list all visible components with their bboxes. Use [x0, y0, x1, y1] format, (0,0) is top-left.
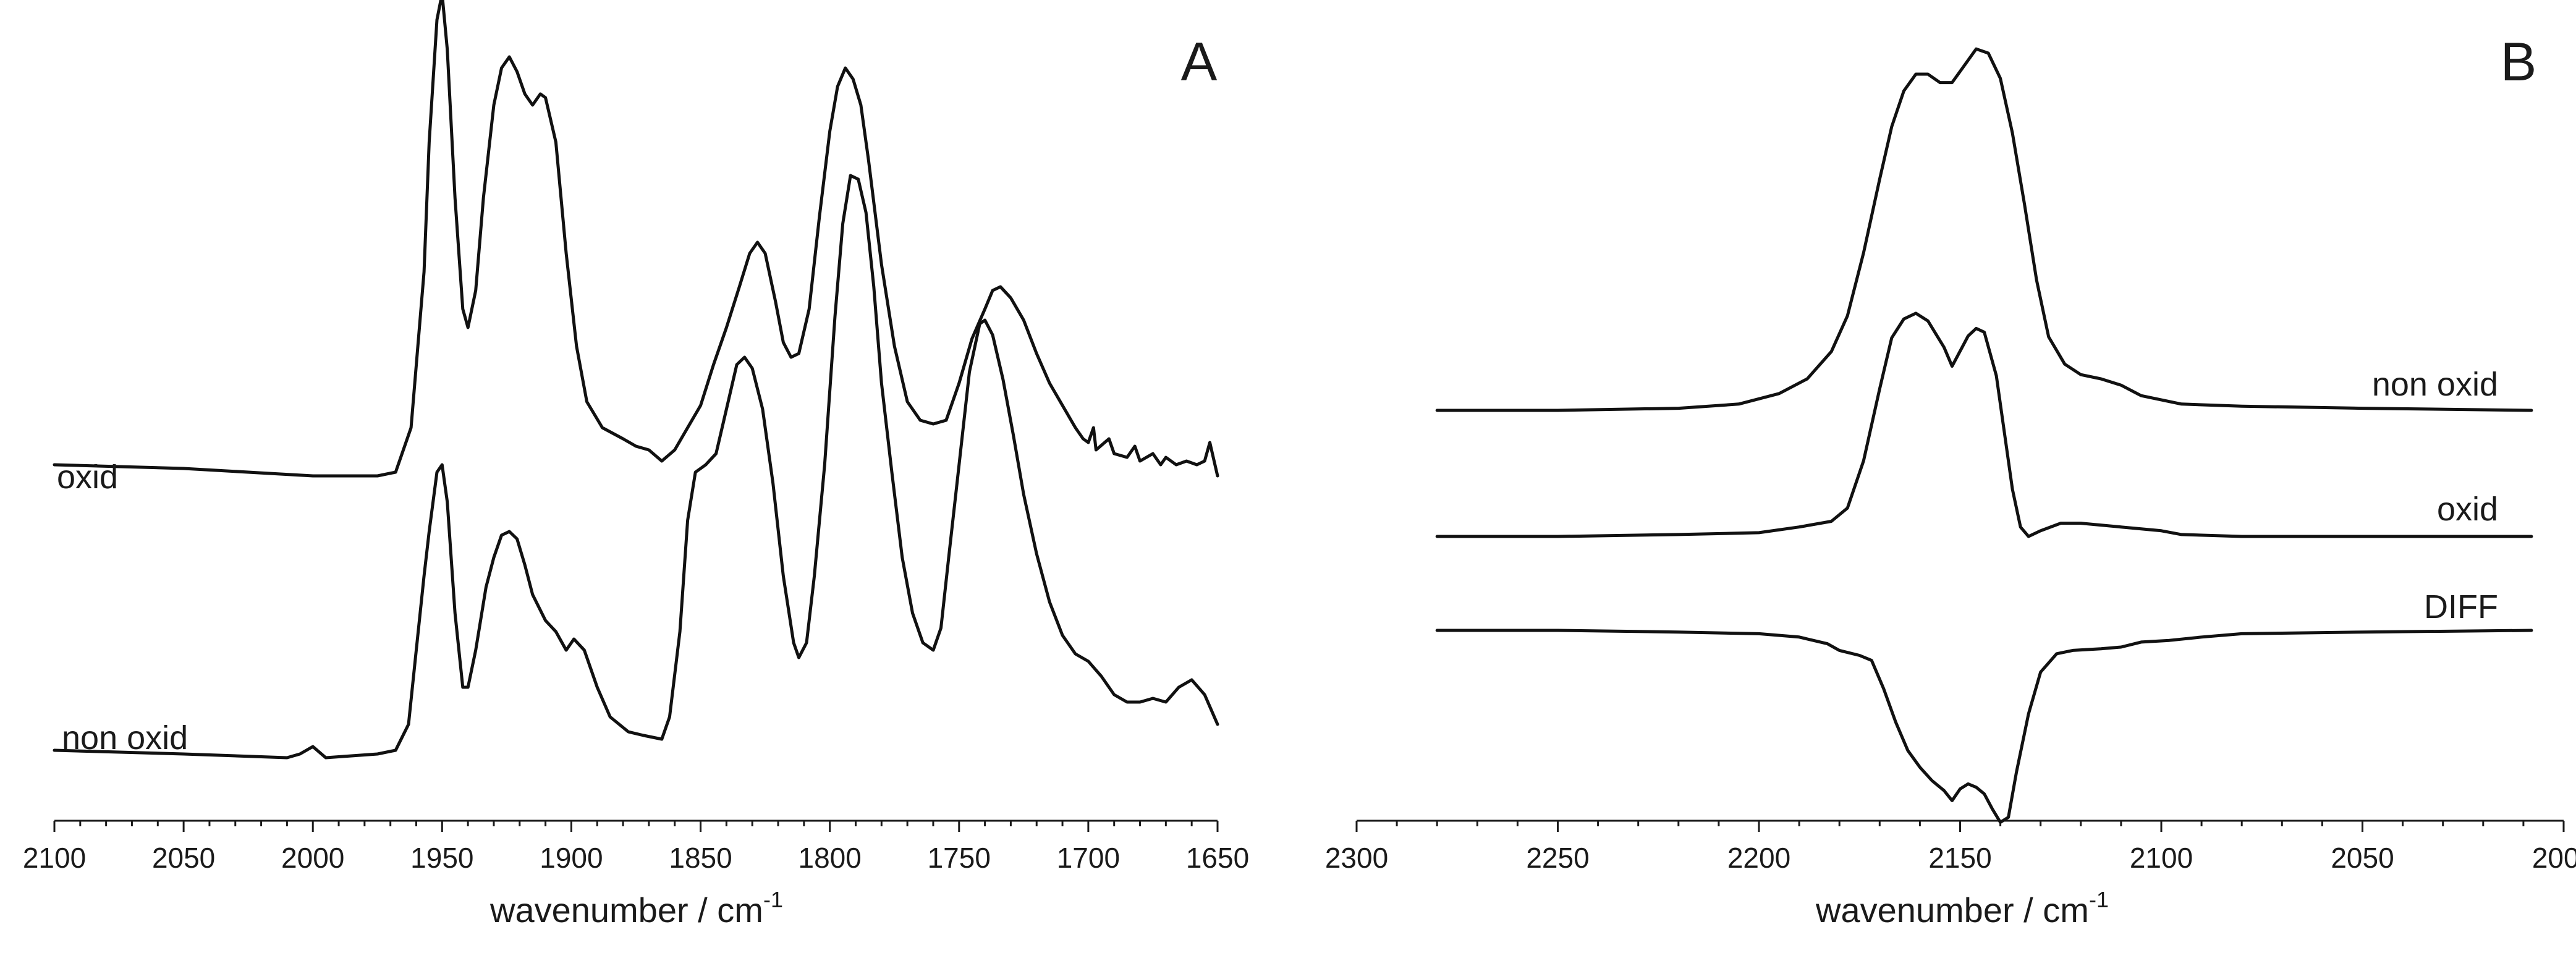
- x-tick-label: 1700: [1057, 842, 1120, 874]
- x-tick-label: 2200: [1727, 842, 1790, 874]
- x-tick-label: 2250: [1526, 842, 1589, 874]
- x-tick-label: 2000: [2532, 842, 2576, 874]
- x-tick-label: 2150: [1928, 842, 1991, 874]
- x-tick-label: 1750: [928, 842, 991, 874]
- x-tick-label: 2050: [152, 842, 215, 874]
- series-line-oxid: [1435, 311, 2533, 538]
- series-label-non-oxid: non oxid: [62, 719, 188, 756]
- x-tick-label: 1950: [410, 842, 473, 874]
- x-tick-label: 2100: [2130, 842, 2193, 874]
- x-tick-label: 2300: [1325, 842, 1388, 874]
- x-tick-label: 2000: [281, 842, 344, 874]
- series-line-diff: [1435, 629, 2533, 824]
- x-tick-label: 1900: [540, 842, 603, 874]
- series-label-diff: DIFF: [2424, 588, 2498, 625]
- series-label-oxid: oxid: [2437, 491, 2498, 528]
- x-axis-label: wavenumber / cm-1: [489, 887, 783, 930]
- series-line-oxid: [53, 0, 1219, 478]
- series-line-non-oxid: [1435, 47, 2533, 412]
- x-tick-label: 1650: [1186, 842, 1249, 874]
- x-tick-label: 2100: [23, 842, 86, 874]
- x-tick-label: 2050: [2331, 842, 2394, 874]
- series-line-non-oxid: [53, 174, 1219, 760]
- chart-panel-a: 2100 2050 2000 1950 1900 1850 1800 1750 1700 1650…: [23, 0, 1249, 930]
- x-tick-label: 1800: [798, 842, 861, 874]
- series-label-oxid: oxid: [57, 459, 118, 496]
- x-axis-label: wavenumber / cm-1: [1815, 887, 2109, 930]
- x-tick-label: 1850: [669, 842, 732, 874]
- panel-label: B: [2501, 31, 2537, 92]
- panel-label: A: [1181, 31, 1218, 92]
- chart-panel-b: 2300 2250 2200 2150 2100 2050 2000 wavenumber /…: [1325, 31, 2576, 930]
- series-label-non-oxid: non oxid: [2372, 366, 2498, 403]
